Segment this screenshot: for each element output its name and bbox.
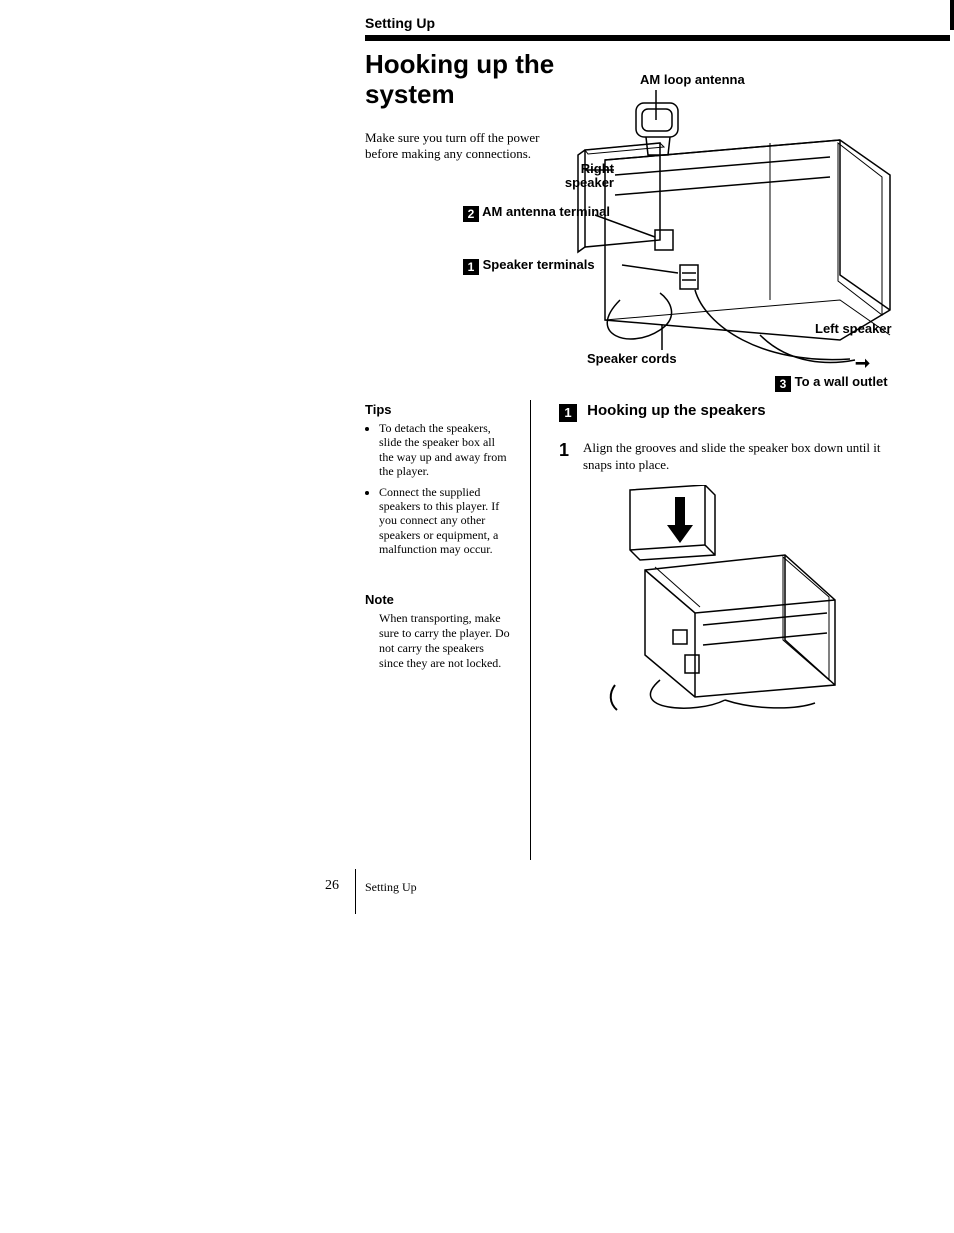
procedure-step-1: 1 Align the grooves and slide the speake… xyxy=(559,440,904,474)
procedure-heading-text: Hooking up the speakers xyxy=(587,402,765,419)
speaker-attach-diagram xyxy=(585,485,865,715)
section-header: Setting Up xyxy=(365,15,435,31)
step-text: Align the grooves and slide the speaker … xyxy=(583,440,904,474)
procedure-heading-number: 1 xyxy=(559,404,577,422)
column-divider xyxy=(530,400,531,860)
speaker-attach-diagram-svg xyxy=(585,485,865,715)
footer-rule xyxy=(355,869,356,914)
tips-list: To detach the speakers, slide the speake… xyxy=(365,421,510,557)
page-number: 26 xyxy=(325,878,339,894)
tips-item-2: Connect the supplied speakers to this pl… xyxy=(379,485,510,557)
note-text: When transporting, make sure to carry th… xyxy=(365,611,510,671)
connection-diagram-svg xyxy=(360,65,950,395)
procedure-heading: 1 Hooking up the speakers xyxy=(559,402,766,422)
tips-item-1: To detach the speakers, slide the speake… xyxy=(379,421,510,479)
tips-block: Tips To detach the speakers, slide the s… xyxy=(365,402,510,563)
connection-diagram: AM loop antenna Right speaker 2 AM anten… xyxy=(360,65,950,395)
note-block: Note When transporting, make sure to car… xyxy=(365,592,510,671)
footer-section-name: Setting Up xyxy=(365,880,417,895)
step-number: 1 xyxy=(559,440,581,461)
note-heading: Note xyxy=(365,592,510,607)
tips-heading: Tips xyxy=(365,402,510,417)
corner-rule xyxy=(950,0,954,30)
header-rule xyxy=(365,35,950,41)
manual-page: Setting Up Hooking up the system Make su… xyxy=(0,0,954,1233)
